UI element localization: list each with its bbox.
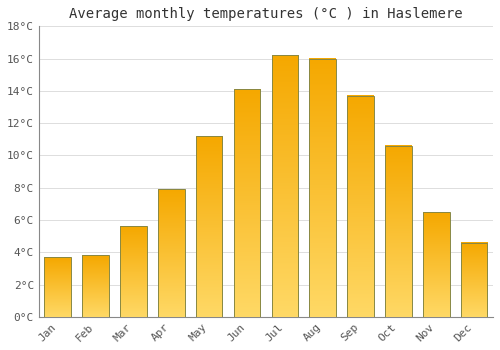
Bar [82, 256, 109, 317]
Bar [272, 55, 298, 317]
Bar [196, 136, 222, 317]
Bar [461, 243, 487, 317]
Bar [385, 146, 411, 317]
Bar [120, 226, 146, 317]
Bar [423, 212, 450, 317]
Bar [310, 58, 336, 317]
Bar [234, 89, 260, 317]
Bar [158, 189, 184, 317]
Title: Average monthly temperatures (°C ) in Haslemere: Average monthly temperatures (°C ) in Ha… [69, 7, 462, 21]
Bar [348, 96, 374, 317]
Bar [44, 257, 71, 317]
